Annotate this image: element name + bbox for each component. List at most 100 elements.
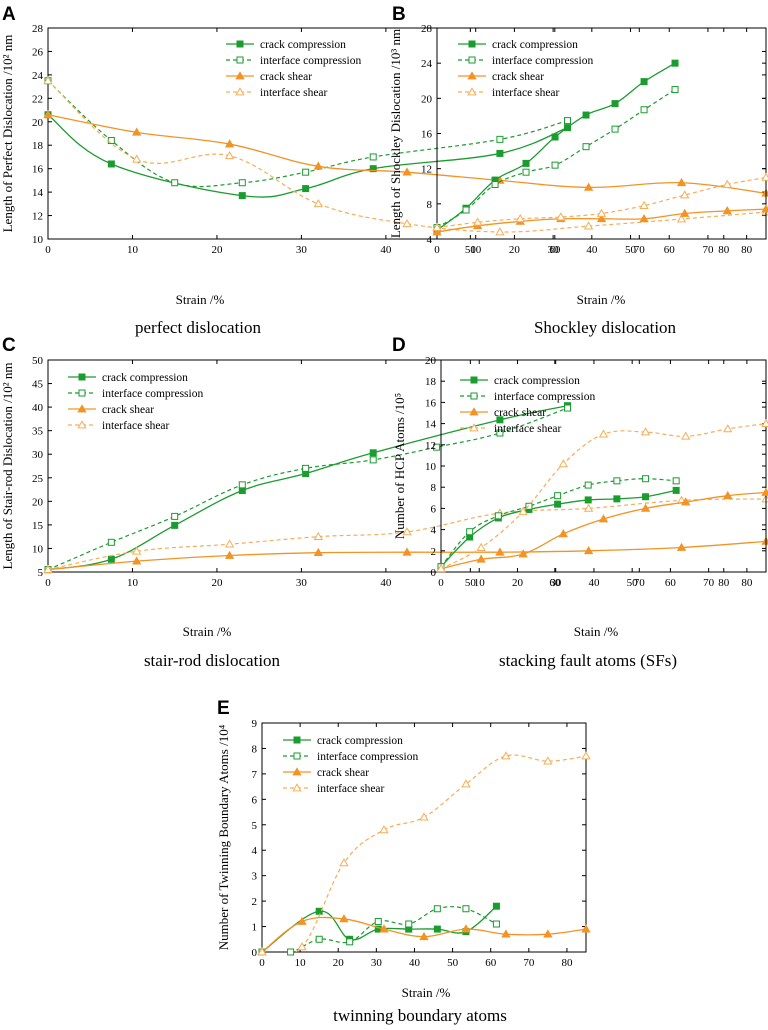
chart-e-legend-marker [292,767,302,776]
chart-c-ytick-label: 30 [32,449,44,461]
chart-e-interface-shear-point [501,751,511,760]
chart-c-legend-marker [78,373,86,381]
chart-d-interface-shear-point [476,542,486,551]
chart-c-crack-compression-point [496,416,504,424]
chart-b-legend-label: crack shear [492,71,544,83]
chart-c-legend-marker [78,389,86,397]
chart-e-interface-compression-point [287,948,295,956]
chart-c-legend-label: interface shear [102,420,170,432]
chart-a-crack-shear-point [224,139,235,148]
chart-d-interface-shear-point [681,431,691,440]
chart-a-ytick-label: 28 [32,23,44,35]
chart-a-crack-compression-point [107,160,115,168]
chart-b-interface-shear-point [639,200,649,209]
chart-a-legend-label: interface shear [260,87,328,99]
chart-e-interface-shear-point [297,942,307,951]
chart-c-crack-shear-point [313,547,323,557]
chart-e-interface-shear-line [262,754,586,952]
chart-d-interface-shear-point [518,506,528,515]
chart-a-interface-compression-point [496,135,504,143]
chart-e-legend-label: crack compression [317,735,403,747]
chart-d-interface-compression-point [554,492,562,500]
chart-c-interface-compression-point [496,429,504,437]
chart-d-interface-compression-point [494,512,502,520]
chart-d-legend-marker [469,423,479,432]
chart-a-interface-shear-point [313,199,323,208]
chart-c-interface-compression-point [238,481,246,489]
chart-b-xtick-label: 20 [509,244,521,256]
chart-a-crack-shear-point [583,182,594,191]
chart-d-interface-shear-point [598,429,609,438]
chart-e-ytick-label: 5 [252,820,258,832]
chart-a-crack-shear-point [402,167,412,176]
chart-a-crack-shear-point [313,161,323,170]
chart-b-crack-compression-point [582,111,590,119]
chart-d-interface-shear-point [723,424,733,433]
chart-d-interface-compression-point [672,477,680,485]
chart-c-crack-shear-point [224,550,235,559]
chart-d-interface-shear-point [640,427,651,436]
chart-e-interface-compression-point [405,920,413,928]
chart-e-interface-shear-point [339,858,349,867]
chart-a-ytick-label: 12 [32,211,43,223]
chart-c-crack-compression-point [369,449,377,457]
chart-e-interface-shear-point [419,812,429,821]
chart-b-xtick-label: 80 [741,244,753,256]
chart-e-x-axis-title: Strain /% [402,985,451,1000]
chart-d-xtick-label: 30 [550,577,562,589]
chart-b-interface-shear-point [432,222,442,231]
chart-b-interface-shear-point [515,213,525,223]
chart-d-ytick-label: 8 [431,482,437,494]
chart-b-interface-compression-point [491,180,499,188]
chart-d-legend-label: crack compression [494,375,580,387]
chart-b-caption: Shockley dislocation [534,318,677,337]
chart-c-interface-compression-point [563,404,571,412]
chart-d-xtick-label: 50 [627,577,639,589]
chart-b-crack-shear-point [722,206,732,215]
chart-e-ytick-label: 6 [252,794,258,806]
chart-b-x-axis-title: Strain /% [577,292,626,307]
chart-a-legend-label: crack shear [260,71,312,83]
chart-d: D0 10 20 30 40 50 60 70 8002468101214161820Stain… [392,335,768,670]
chart-a-legend-marker [235,71,245,80]
chart-c-ytick-label: 50 [32,355,44,367]
chart-e-ytick-label: 7 [252,769,258,781]
chart-a-interface-shear-line [48,80,766,233]
chart-c-crack-compression-point [107,555,115,563]
chart-c-legend-marker [77,420,87,429]
chart-c-xtick-label: 40 [380,577,392,589]
chart-a-interface-shear-point [132,154,142,163]
chart-e-crack-shear-point [461,924,471,933]
chart-b-y-axis-title: Length of Shockley Dislocation /10³ nm [388,29,403,238]
chart-d-crack-shear-point [558,529,569,538]
chart-e-crack-compression-point [315,907,323,915]
chart-c-crack-shear-point [761,536,768,545]
chart-a-caption: perfect dislocation [135,318,262,337]
chart-a-xtick-label: 60 [549,244,561,256]
chart-d-ytick-label: 4 [431,525,437,537]
chart-c-crack-shear-point [132,556,142,565]
chart-a-interface-shear-point [495,227,505,236]
chart-a-xtick-label: 10 [127,244,139,256]
chart-c-crack-shear-point [402,547,412,556]
chart-d-ytick-label: 16 [425,397,437,409]
chart-d-legend-label: interface shear [494,423,562,435]
chart-b-panel-letter: B [392,4,406,25]
chart-b-xtick-label: 50 [625,244,637,256]
chart-b-interface-shear-point [472,217,483,226]
chart-b-interface-compression-point [462,206,470,214]
chart-d-xtick-label: 60 [665,577,677,589]
chart-e-interface-shear-point [543,756,553,765]
chart-b-interface-compression-point [551,161,559,169]
chart-b-crack-compression-point [671,59,679,67]
chart-b-interface-shear-line [437,176,766,229]
chart-b-legend-marker [467,71,477,80]
chart-d-ytick-label: 12 [425,440,436,452]
chart-b-ytick-label: 8 [427,199,433,211]
chart-e-interface-compression-point [346,938,354,946]
chart-a-interface-compression-point [563,117,571,125]
chart-b-crack-compression-point [551,133,559,141]
chart-c-interface-shear-point [224,539,235,548]
chart-a-ytick-label: 26 [32,46,44,58]
chart-b-legend-marker [467,87,477,96]
